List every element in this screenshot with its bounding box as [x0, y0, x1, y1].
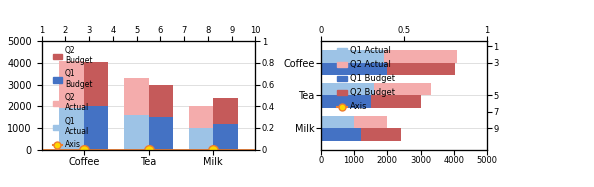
Bar [384, 50, 457, 62]
Bar [148, 85, 173, 117]
Bar [354, 116, 387, 128]
Bar [59, 108, 84, 150]
Bar [374, 83, 431, 95]
Bar [321, 50, 384, 62]
Bar [84, 106, 108, 150]
Bar [59, 61, 84, 108]
Bar [371, 95, 421, 108]
Bar [124, 115, 148, 150]
Bar [321, 116, 354, 128]
Bar [213, 98, 238, 124]
Bar [213, 124, 238, 150]
Bar [189, 106, 213, 128]
Legend: Q1 Actual, Q2 Actual, Q1 Budget, Q2 Budget, Axis: Q1 Actual, Q2 Actual, Q1 Budget, Q2 Budg… [333, 43, 398, 115]
Bar [124, 78, 148, 115]
Bar [84, 62, 108, 106]
Bar [361, 128, 400, 141]
Bar [321, 62, 387, 75]
Bar [189, 128, 213, 150]
Bar [387, 62, 456, 75]
Bar [321, 128, 361, 141]
Bar [148, 117, 173, 150]
Bar [321, 83, 374, 95]
Bar [321, 95, 371, 108]
Legend: Q2
Budget, Q1
Budget, Q2
Actual, Q1
Actual, Axis: Q2 Budget, Q1 Budget, Q2 Actual, Q1 Actu… [50, 43, 96, 152]
